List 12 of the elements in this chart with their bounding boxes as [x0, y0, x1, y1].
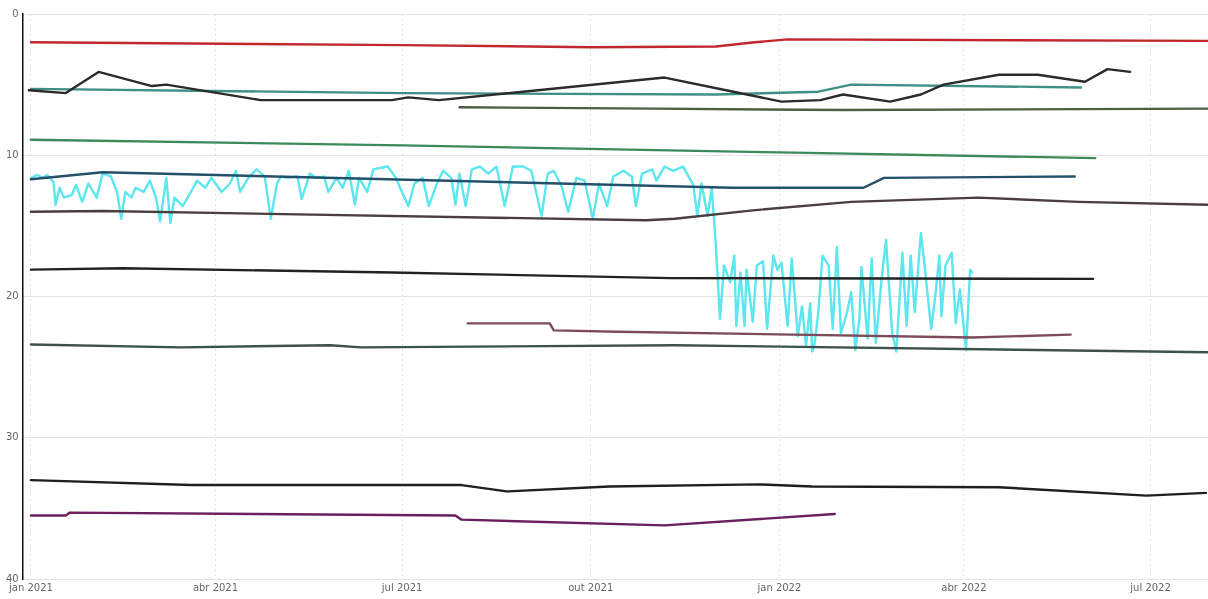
x-tick-label: abr 2022	[941, 581, 987, 593]
x-tick-label: jan 2021	[7, 581, 53, 593]
y-tick-label: 10	[5, 148, 19, 160]
y-tick-label: 40	[5, 572, 19, 584]
x-tick-label: abr 2021	[192, 581, 239, 593]
x-tick-label: jan 2022	[756, 581, 802, 593]
x-tick-label: out 2021	[568, 581, 614, 593]
y-tick-label: 20	[5, 290, 19, 302]
y-tick-label: 0	[12, 7, 19, 19]
y-tick-label: 30	[5, 431, 19, 443]
x-tick-label: jul 2021	[380, 581, 423, 593]
x-tick-label: jul 2022	[1129, 581, 1171, 593]
